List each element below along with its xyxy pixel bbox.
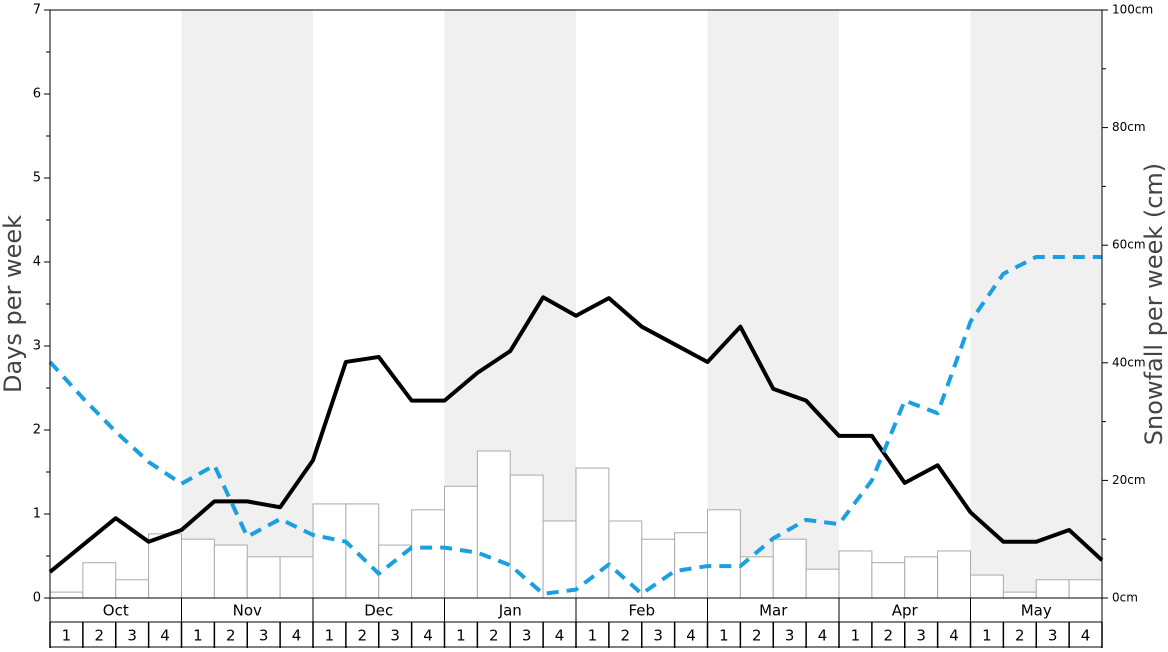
bar bbox=[805, 568, 840, 599]
y-axis-label: Days per week bbox=[0, 215, 27, 393]
y-tick-label: 1 bbox=[33, 507, 41, 522]
bar bbox=[82, 562, 117, 599]
month-label: Feb bbox=[628, 602, 655, 620]
y-tick-label: 7 bbox=[33, 3, 41, 18]
y2-tick-label: 100cm bbox=[1112, 3, 1153, 17]
x-tick-label: 2 bbox=[226, 627, 236, 645]
bar bbox=[707, 509, 741, 599]
bar bbox=[181, 538, 215, 599]
x-tick-label: 3 bbox=[259, 627, 269, 645]
bar bbox=[148, 533, 182, 599]
bar bbox=[608, 520, 643, 599]
y2-tick-label: 20cm bbox=[1112, 473, 1146, 487]
y2-tick-label: 60cm bbox=[1112, 238, 1146, 252]
x-tick-label: 4 bbox=[160, 627, 170, 645]
month-shade bbox=[970, 10, 1102, 598]
y2-tick-label: 80cm bbox=[1112, 120, 1146, 134]
bar bbox=[246, 556, 281, 599]
month-label: Apr bbox=[892, 602, 919, 620]
bar bbox=[509, 474, 544, 599]
line-series bbox=[48, 254, 1102, 596]
y-tick-label: 5 bbox=[33, 171, 41, 186]
month-shade bbox=[707, 10, 839, 598]
bar bbox=[476, 450, 511, 599]
bar bbox=[772, 538, 807, 599]
x-tick-label: 1 bbox=[456, 627, 466, 645]
x-tick-label: 1 bbox=[588, 627, 598, 645]
x-tick-label: 3 bbox=[653, 627, 663, 645]
bar bbox=[279, 556, 314, 599]
x-tick-label: 2 bbox=[752, 627, 762, 645]
x-tick-label: 1 bbox=[851, 627, 861, 645]
month-label: Dec bbox=[364, 602, 393, 620]
month-label: Jan bbox=[498, 602, 522, 620]
y-tick-label: 4 bbox=[33, 255, 41, 270]
bar bbox=[1035, 579, 1070, 599]
x-tick-label: 1 bbox=[982, 627, 992, 645]
x-tick-label: 4 bbox=[555, 627, 565, 645]
bar bbox=[312, 503, 347, 599]
bar bbox=[970, 574, 1004, 599]
x-tick-label: 3 bbox=[1048, 627, 1058, 645]
month-label: May bbox=[1021, 602, 1052, 620]
bar bbox=[345, 503, 380, 599]
line-series bbox=[48, 295, 1104, 574]
x-tick-label: 4 bbox=[423, 627, 433, 645]
bar bbox=[937, 550, 971, 599]
y2-tick-label: 40cm bbox=[1112, 355, 1146, 369]
x-tick-label: 1 bbox=[193, 627, 203, 645]
x-tick-label: 3 bbox=[390, 627, 400, 645]
x-tick-label: 1 bbox=[325, 627, 335, 645]
x-tick-label: 2 bbox=[621, 627, 631, 645]
x-tick-label: 1 bbox=[719, 627, 729, 645]
x-tick-label: 2 bbox=[489, 627, 499, 645]
bar bbox=[838, 550, 873, 599]
y-tick-label: 0 bbox=[33, 591, 41, 606]
x-tick-label: 4 bbox=[686, 627, 696, 645]
x-tick-label: 3 bbox=[127, 627, 137, 645]
bar bbox=[49, 591, 84, 599]
x-tick-label: 4 bbox=[292, 627, 302, 645]
x-tick-label: 2 bbox=[884, 627, 894, 645]
x-tick-label: 2 bbox=[358, 627, 368, 645]
bar bbox=[542, 520, 577, 599]
bar bbox=[871, 562, 906, 599]
y-tick-label: 2 bbox=[33, 423, 41, 438]
y2-tick-label: 0cm bbox=[1112, 591, 1138, 605]
month-shade bbox=[181, 10, 313, 598]
x-tick-label: 2 bbox=[95, 627, 105, 645]
y2-axis-label: Snowfall per week (cm) bbox=[1140, 163, 1168, 445]
bar bbox=[444, 485, 478, 599]
y-tick-label: 6 bbox=[33, 87, 41, 102]
month-label: Nov bbox=[233, 602, 262, 620]
x-tick-label: 3 bbox=[522, 627, 532, 645]
x-tick-label: 3 bbox=[916, 627, 926, 645]
x-tick-label: 4 bbox=[949, 627, 959, 645]
month-label: Oct bbox=[103, 602, 129, 620]
x-tick-label: 3 bbox=[785, 627, 795, 645]
bar bbox=[115, 579, 150, 599]
x-tick-label: 1 bbox=[62, 627, 72, 645]
bar bbox=[213, 544, 248, 599]
bar bbox=[411, 509, 445, 599]
x-tick-label: 2 bbox=[1015, 627, 1025, 645]
bar bbox=[1002, 591, 1037, 599]
bar bbox=[1068, 579, 1103, 599]
month-label: Mar bbox=[759, 602, 788, 620]
x-tick-label: 4 bbox=[818, 627, 828, 645]
y-tick-label: 3 bbox=[33, 339, 41, 354]
x-tick-label: 4 bbox=[1081, 627, 1091, 645]
bar bbox=[904, 556, 939, 599]
